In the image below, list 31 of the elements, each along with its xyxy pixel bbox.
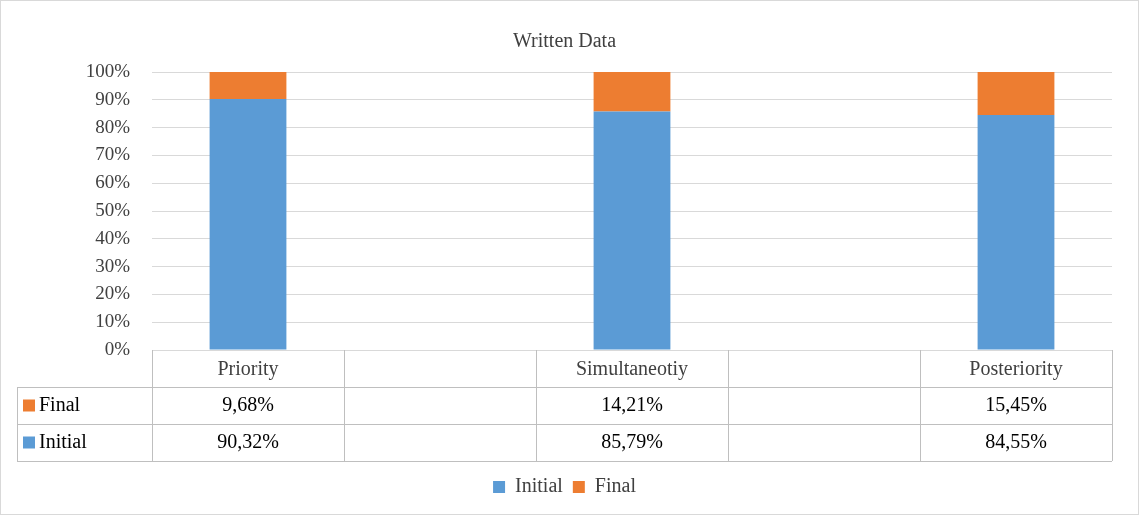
text: Initial	[39, 429, 87, 452]
legend-label: Final	[39, 392, 81, 415]
data-label: 90,32%	[217, 429, 279, 452]
x-tick-label: Simultaneotiy	[575, 357, 689, 381]
y-tick-label: 80%	[95, 115, 131, 137]
y-tick-label: 90%	[95, 87, 131, 109]
legend-label: Initial	[515, 474, 564, 497]
y-tick-label: 60%	[95, 171, 131, 193]
bar	[977, 114, 1055, 350]
chart-title: Written Data	[512, 29, 617, 52]
text: Final	[594, 474, 636, 497]
y-tick-label: 70%	[95, 143, 131, 165]
data-label: 84,55%	[985, 429, 1047, 452]
data-label: 15,45%	[985, 392, 1047, 415]
bar	[977, 72, 1055, 115]
y-tick-label: 40%	[95, 226, 131, 248]
y-tick-label: 100%	[85, 59, 131, 81]
bar	[593, 111, 671, 350]
y-tick-label: 30%	[95, 254, 131, 276]
bar	[209, 72, 287, 99]
y-tick-label: 10%	[95, 310, 131, 332]
data-label: 9,68%	[222, 392, 274, 415]
x-tick-label: Posteriority	[969, 357, 1063, 381]
bar	[209, 98, 287, 350]
bar	[593, 72, 671, 112]
x-tick-label: Priority	[217, 357, 279, 381]
data-label: 85,79%	[601, 429, 663, 452]
data-label: 14,21%	[601, 392, 663, 415]
y-tick-label: 20%	[95, 282, 131, 304]
y-tick-label: 0%	[104, 337, 131, 359]
y-tick-label: 50%	[95, 198, 131, 220]
